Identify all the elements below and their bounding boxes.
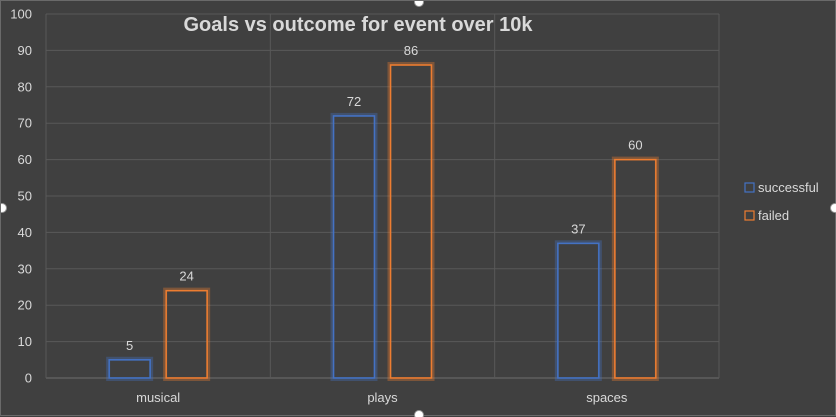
chart-title: Goals vs outcome for event over 10k — [183, 14, 533, 36]
bar-successful-spaces[interactable] — [558, 243, 599, 378]
data-labels: 5 24 72 86 37 60 — [126, 43, 643, 353]
x-tick-label: spaces — [586, 390, 628, 405]
data-label: 72 — [347, 94, 361, 109]
resize-handle[interactable] — [415, 411, 424, 417]
bar-glow — [557, 242, 600, 379]
bar-successful-musical[interactable] — [109, 360, 150, 378]
bar-glow — [165, 290, 208, 379]
resize-handle[interactable] — [1, 204, 7, 213]
legend-label: successful — [758, 180, 819, 195]
y-tick-label: 80 — [18, 79, 32, 94]
legend[interactable]: successful failed — [745, 180, 819, 223]
y-tick-label: 0 — [25, 371, 32, 386]
y-tick-label: 20 — [18, 298, 32, 313]
y-tick-label: 30 — [18, 261, 32, 276]
bar-glow — [333, 115, 376, 379]
y-tick-label: 50 — [18, 189, 32, 204]
data-label: 37 — [571, 221, 585, 236]
bar-successful-plays[interactable] — [334, 116, 375, 378]
y-tick-label: 40 — [18, 225, 32, 240]
x-tick-label: musical — [136, 390, 180, 405]
bar-glow — [390, 64, 433, 379]
y-tick-label: 90 — [18, 43, 32, 58]
resize-handle[interactable] — [831, 204, 836, 213]
bar-failed-plays[interactable] — [391, 65, 432, 378]
bar-failed-musical[interactable] — [166, 291, 207, 378]
y-tick-label: 70 — [18, 116, 32, 131]
gridlines — [46, 14, 719, 378]
legend-swatch — [745, 183, 754, 192]
y-axis: 0 10 20 30 40 50 60 70 80 90 100 — [10, 7, 32, 386]
data-label: 24 — [179, 269, 193, 284]
legend-label: failed — [758, 208, 789, 223]
x-tick-label: plays — [367, 390, 398, 405]
y-tick-label: 100 — [10, 7, 32, 22]
legend-swatch — [745, 211, 754, 220]
resize-handle[interactable] — [415, 1, 424, 7]
data-label: 86 — [404, 43, 418, 58]
data-label: 5 — [126, 338, 133, 353]
y-tick-label: 60 — [18, 152, 32, 167]
x-axis: musical plays spaces — [136, 390, 628, 405]
y-tick-label: 10 — [18, 334, 32, 349]
bar-glow — [108, 359, 151, 379]
data-label: 60 — [628, 138, 642, 153]
